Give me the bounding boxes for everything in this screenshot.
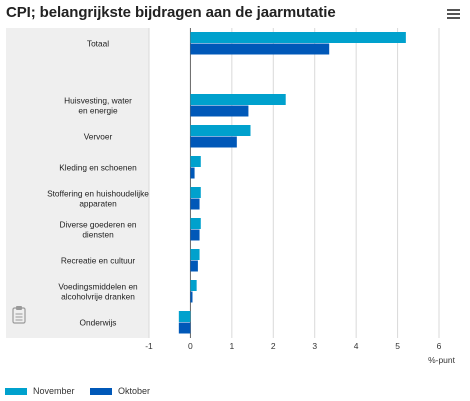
x-tick-label: 2 — [271, 341, 276, 351]
menu-bar — [447, 17, 460, 19]
bar-oktober[interactable] — [190, 198, 200, 210]
category-label: Diverse goederen en diensten — [59, 220, 136, 240]
gridlines — [148, 28, 440, 338]
category-label: Totaal — [87, 39, 109, 49]
x-tick-label: 1 — [229, 341, 234, 351]
category-label: Stoffering en huishoudelijke apparaten — [47, 189, 149, 209]
category-label-band — [6, 28, 149, 338]
category-label: Voedingsmiddelen en alcoholvrije dranken — [58, 282, 138, 302]
bar-oktober[interactable] — [190, 291, 193, 303]
bar-november[interactable] — [190, 94, 286, 105]
bar-oktober[interactable] — [190, 167, 195, 179]
category-label: Recreatie en cultuur — [61, 256, 135, 266]
bar-oktober[interactable] — [190, 136, 237, 148]
bar-november[interactable] — [190, 125, 251, 136]
bar-november[interactable] — [190, 249, 200, 260]
menu-bar — [447, 9, 460, 11]
bar-november[interactable] — [190, 218, 201, 229]
bar-oktober[interactable] — [178, 322, 191, 334]
x-tick-label: 3 — [312, 341, 317, 351]
clipboard-icon — [12, 306, 26, 324]
x-tick-label: 6 — [437, 341, 442, 351]
bar-november[interactable] — [190, 32, 406, 43]
hamburger-menu-icon[interactable] — [447, 8, 461, 20]
bar-november[interactable] — [178, 311, 191, 322]
x-axis-ticks: -1 0 1 2 3 4 5 6 — [145, 341, 441, 351]
category-labels: Totaal Huisvesting, water en energie Vervoe… — [47, 39, 149, 328]
legend-swatch-oktober — [90, 388, 112, 395]
bar-oktober[interactable] — [190, 105, 249, 117]
x-tick-label: -1 — [145, 341, 153, 351]
category-label: Onderwijs — [80, 318, 117, 328]
x-tick-label: 0 — [188, 341, 193, 351]
x-axis-label: %-punt — [428, 355, 456, 365]
category-label: Huisvesting, water en energie — [64, 96, 132, 116]
bar-november[interactable] — [190, 280, 197, 291]
category-label: Vervoer — [84, 132, 113, 142]
bar-november[interactable] — [190, 156, 201, 167]
bar-oktober[interactable] — [190, 260, 198, 272]
x-tick-label: 4 — [354, 341, 359, 351]
bars — [178, 32, 406, 334]
category-label: Kleding en schoenen — [59, 163, 137, 173]
bar-november[interactable] — [190, 187, 201, 198]
x-tick-label: 5 — [395, 341, 400, 351]
chart-title: CPI; belangrijkste bijdragen aan de jaar… — [6, 4, 336, 21]
bar-oktober[interactable] — [190, 43, 330, 55]
legend-label-november: November — [33, 386, 75, 396]
legend-swatch-november — [5, 388, 27, 395]
menu-bar — [447, 13, 460, 15]
legend-label-oktober: Oktober — [118, 386, 151, 396]
bar-oktober[interactable] — [190, 229, 200, 241]
